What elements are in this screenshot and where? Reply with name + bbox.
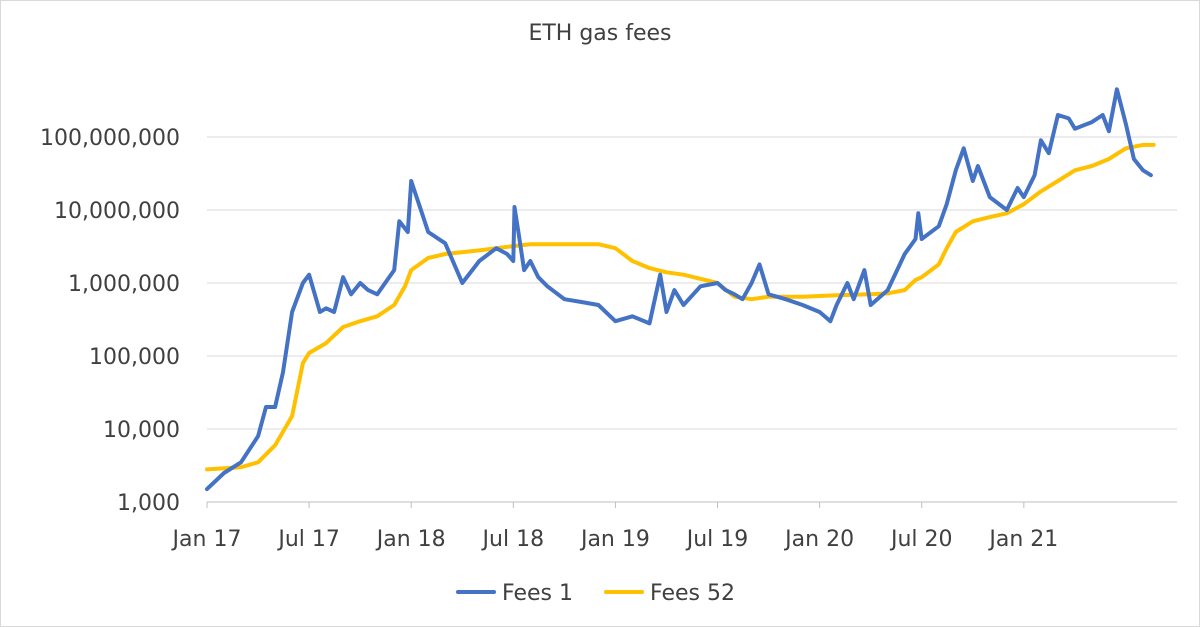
y-tick-label: 1,000	[117, 491, 180, 516]
y-tick-label: 1,000,000	[68, 272, 180, 297]
grid-lines	[207, 136, 1177, 430]
series-line-fees-1	[205, 87, 1153, 492]
y-tick-label: 100,000,000	[40, 126, 180, 151]
x-tick-label: Jan 17	[171, 527, 242, 552]
legend: Fees 1 Fees 52	[456, 581, 735, 606]
y-tick-label: 100,000	[89, 345, 180, 370]
x-axis-ticks: Jan 17 Jul 17 Jan 18 Jul 18 Jan 19 Jul 19 Jan …	[171, 502, 1058, 552]
x-tick-label: Jul 17	[276, 527, 340, 552]
y-tick-label: 10,000	[103, 418, 180, 443]
x-tick-label: Jul 20	[889, 527, 953, 552]
y-axis-ticks: 1,000 10,000 100,000 1,000,000 10,000,000 100…	[40, 126, 180, 516]
x-tick-label: Jan 20	[783, 527, 854, 552]
series-lines	[205, 87, 1156, 492]
x-tick-label: Jan 19	[579, 527, 650, 552]
legend-label: Fees 1	[502, 581, 573, 606]
y-tick-label: 10,000,000	[54, 199, 180, 224]
series-line-fees-52	[205, 142, 1156, 472]
x-tick-label: Jul 19	[685, 527, 749, 552]
legend-label: Fees 52	[650, 581, 735, 606]
x-tick-label: Jul 18	[481, 527, 545, 552]
x-tick-label: Jan 21	[987, 527, 1058, 552]
chart-title: ETH gas fees	[528, 21, 671, 46]
x-tick-label: Jan 18	[375, 527, 446, 552]
